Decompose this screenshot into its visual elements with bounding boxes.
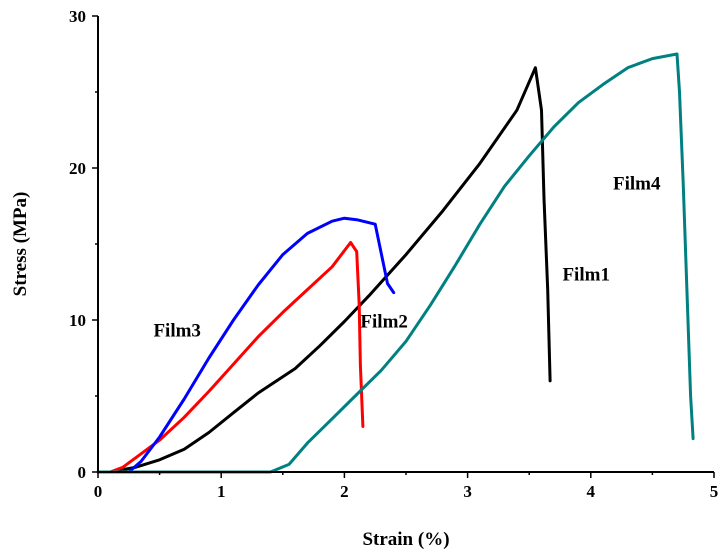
series-label-film2: Film2 bbox=[360, 312, 408, 333]
y-tick-label: 0 bbox=[78, 463, 87, 482]
series-layer bbox=[96, 52, 695, 474]
x-tick-label: 3 bbox=[463, 482, 472, 501]
series-line-film4 bbox=[96, 52, 695, 474]
y-tick-label: 10 bbox=[69, 311, 86, 330]
x-tick-label: 5 bbox=[710, 482, 719, 501]
x-tick-label: 1 bbox=[217, 482, 226, 501]
y-tick-label: 20 bbox=[69, 159, 86, 178]
series-label-film4: Film4 bbox=[613, 173, 661, 194]
y-tick-label: 30 bbox=[69, 7, 86, 26]
series-label-film1: Film1 bbox=[562, 264, 610, 285]
series-line-film1 bbox=[108, 66, 552, 474]
x-tick-label: 2 bbox=[340, 482, 349, 501]
series-line-film2 bbox=[108, 241, 365, 474]
x-tick-label: 4 bbox=[587, 482, 596, 501]
labels-layer: Film1 Film2 Film3 Film4 bbox=[153, 173, 661, 341]
x-tick-label: 0 bbox=[94, 482, 103, 501]
y-axis-title: Stress (MPa) bbox=[10, 192, 31, 297]
series-line-film3 bbox=[127, 216, 396, 474]
series-label-film3: Film3 bbox=[153, 321, 201, 342]
x-axis-title: Strain (%) bbox=[362, 529, 449, 550]
axes-layer: 0 1 2 3 4 5 0 10 20 30 bbox=[69, 7, 718, 501]
